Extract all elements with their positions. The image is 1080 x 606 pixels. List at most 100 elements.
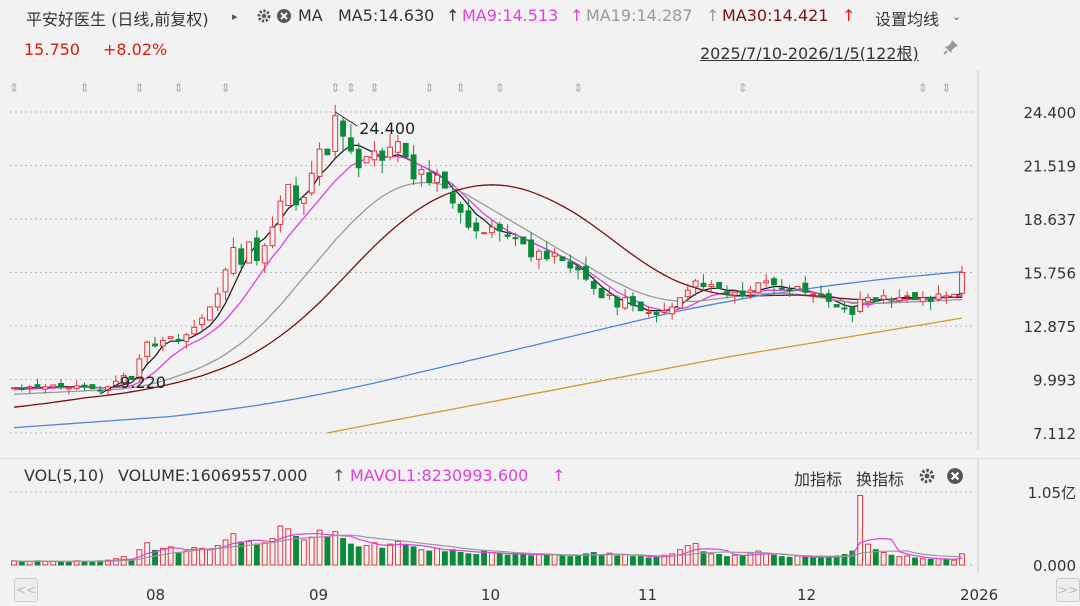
candle-up xyxy=(159,339,166,347)
volume-value: VOLUME:16069557.000 xyxy=(118,466,308,485)
chevron-down-icon[interactable]: ⌄ xyxy=(952,10,962,23)
candle-up xyxy=(206,306,213,321)
candle-up xyxy=(65,387,72,390)
candle-up xyxy=(645,312,652,315)
date-range[interactable]: 2025/7/10-2026/1/5(122根) xyxy=(700,44,919,63)
candle-down xyxy=(410,154,417,180)
stock-title[interactable]: 平安好医生 (日线,前复权) xyxy=(26,10,209,29)
candle xyxy=(731,289,738,304)
candle-up xyxy=(880,295,887,300)
volume-bar xyxy=(394,540,401,566)
volume-bar xyxy=(199,547,205,566)
candle-up xyxy=(191,326,198,335)
add-indicator-button[interactable]: 加指标 xyxy=(794,470,843,489)
candle xyxy=(457,201,464,224)
close-icon[interactable] xyxy=(276,6,292,28)
close-icon[interactable] xyxy=(946,467,964,489)
volume-bar xyxy=(253,543,260,566)
volume-bar xyxy=(606,552,613,566)
volume-bar xyxy=(449,549,456,566)
volume-bar xyxy=(771,554,777,566)
candle xyxy=(316,142,323,186)
candle-up xyxy=(316,148,323,177)
event-marker-icon: ⇕ xyxy=(9,81,19,95)
event-marker-icon: ⇕ xyxy=(79,81,89,95)
price-annotations: 24.400 9.220 xyxy=(99,111,415,395)
candle-down xyxy=(293,185,299,206)
candle xyxy=(739,282,746,298)
volume-bar xyxy=(206,549,213,566)
candle xyxy=(543,241,550,262)
volume-bar xyxy=(387,543,393,566)
candle-up xyxy=(222,269,229,293)
candle xyxy=(927,295,934,310)
candle-up xyxy=(11,387,17,390)
candle xyxy=(293,176,299,211)
candle-down xyxy=(653,312,660,315)
candle xyxy=(65,386,72,395)
ma-line-ma5 xyxy=(13,144,963,389)
ma5-value: MA5:14.630 xyxy=(338,6,435,25)
candle xyxy=(504,224,511,240)
vol-label: VOL(5,10) xyxy=(24,466,105,485)
mavol1-value: MAVOL1:8230993.600 xyxy=(350,466,529,485)
volume-bar xyxy=(340,538,346,566)
switch-indicator-button[interactable]: 换指标 xyxy=(856,470,905,489)
volume-bar xyxy=(724,556,730,566)
volume-bar xyxy=(810,557,817,566)
price-y-axis: 24.400 21.519 18.637 15.756 12.875 9.993 7.112 xyxy=(1024,104,1077,443)
mavol1-arrow-icon: ↑ xyxy=(552,466,566,485)
candle-down xyxy=(324,148,331,156)
volume-bar xyxy=(214,545,221,566)
candle xyxy=(622,289,629,311)
candle-up xyxy=(261,245,268,264)
volume-bar xyxy=(794,555,801,566)
candle xyxy=(434,168,441,192)
event-marker-icon: ⇕ xyxy=(573,81,583,95)
volume-bar xyxy=(402,545,409,566)
candle xyxy=(700,274,707,289)
candle xyxy=(355,142,362,178)
candle-down xyxy=(81,384,88,388)
volume-bar xyxy=(551,554,558,566)
pin-icon[interactable] xyxy=(942,38,960,60)
candle-down xyxy=(630,296,636,306)
candle xyxy=(214,287,221,312)
candle-down xyxy=(590,280,597,289)
annotation-arrow xyxy=(334,111,358,127)
gear-icon[interactable] xyxy=(256,6,272,28)
volume-chart[interactable]: 1.05亿 0.000 xyxy=(0,458,1080,573)
ma9-value: MA9:14.513 xyxy=(462,6,559,25)
volume-bars xyxy=(11,494,965,566)
candle xyxy=(849,305,856,323)
ma-settings-button[interactable]: 设置均线 xyxy=(875,10,940,29)
candle xyxy=(904,291,911,304)
chevron-right-icon[interactable]: >> xyxy=(1056,578,1080,602)
title-arrow-icon[interactable]: ▸ xyxy=(232,10,238,23)
volume-bar xyxy=(175,551,182,566)
candle-down xyxy=(89,384,96,390)
y-tick-label: 18.637 xyxy=(1024,211,1077,229)
chevron-left-icon[interactable]: << xyxy=(14,578,38,602)
volume-bar xyxy=(269,538,276,566)
chart-header: 平安好医生 (日线,前复权) ▸ MA MA5:14.630 ↑ MA9:14.… xyxy=(0,0,1080,34)
candle xyxy=(120,372,127,388)
gear-icon[interactable] xyxy=(918,467,936,489)
candle xyxy=(418,166,425,187)
event-markers: ⇕ ⇕ ⇕ ⇕ ⇕ ⇕ ⇕ ⇕ ⇕ ⇕ ⇕ ⇕ ⇕ ⇕ ⇕ xyxy=(9,81,951,95)
candle-up xyxy=(669,306,676,315)
candle-down xyxy=(739,290,746,297)
candle xyxy=(872,297,879,302)
candle xyxy=(496,221,503,242)
volume-bar xyxy=(708,553,715,566)
candle-up xyxy=(731,291,738,296)
price-chart[interactable]: ⇕ ⇕ ⇕ ⇕ ⇕ ⇕ ⇕ ⇕ ⇕ ⇕ ⇕ ⇕ ⇕ ⇕ ⇕ 24.400 9.220 24.400 21.519… xyxy=(0,70,1080,450)
volume-bar xyxy=(277,525,284,566)
candlesticks xyxy=(11,104,965,397)
candle-down xyxy=(402,142,409,158)
volume-bar xyxy=(528,555,535,566)
volume-bar xyxy=(567,556,574,566)
mavol5-line xyxy=(13,533,963,563)
candle-up xyxy=(199,317,205,326)
ma5-arrow-icon: ↑ xyxy=(446,6,460,25)
